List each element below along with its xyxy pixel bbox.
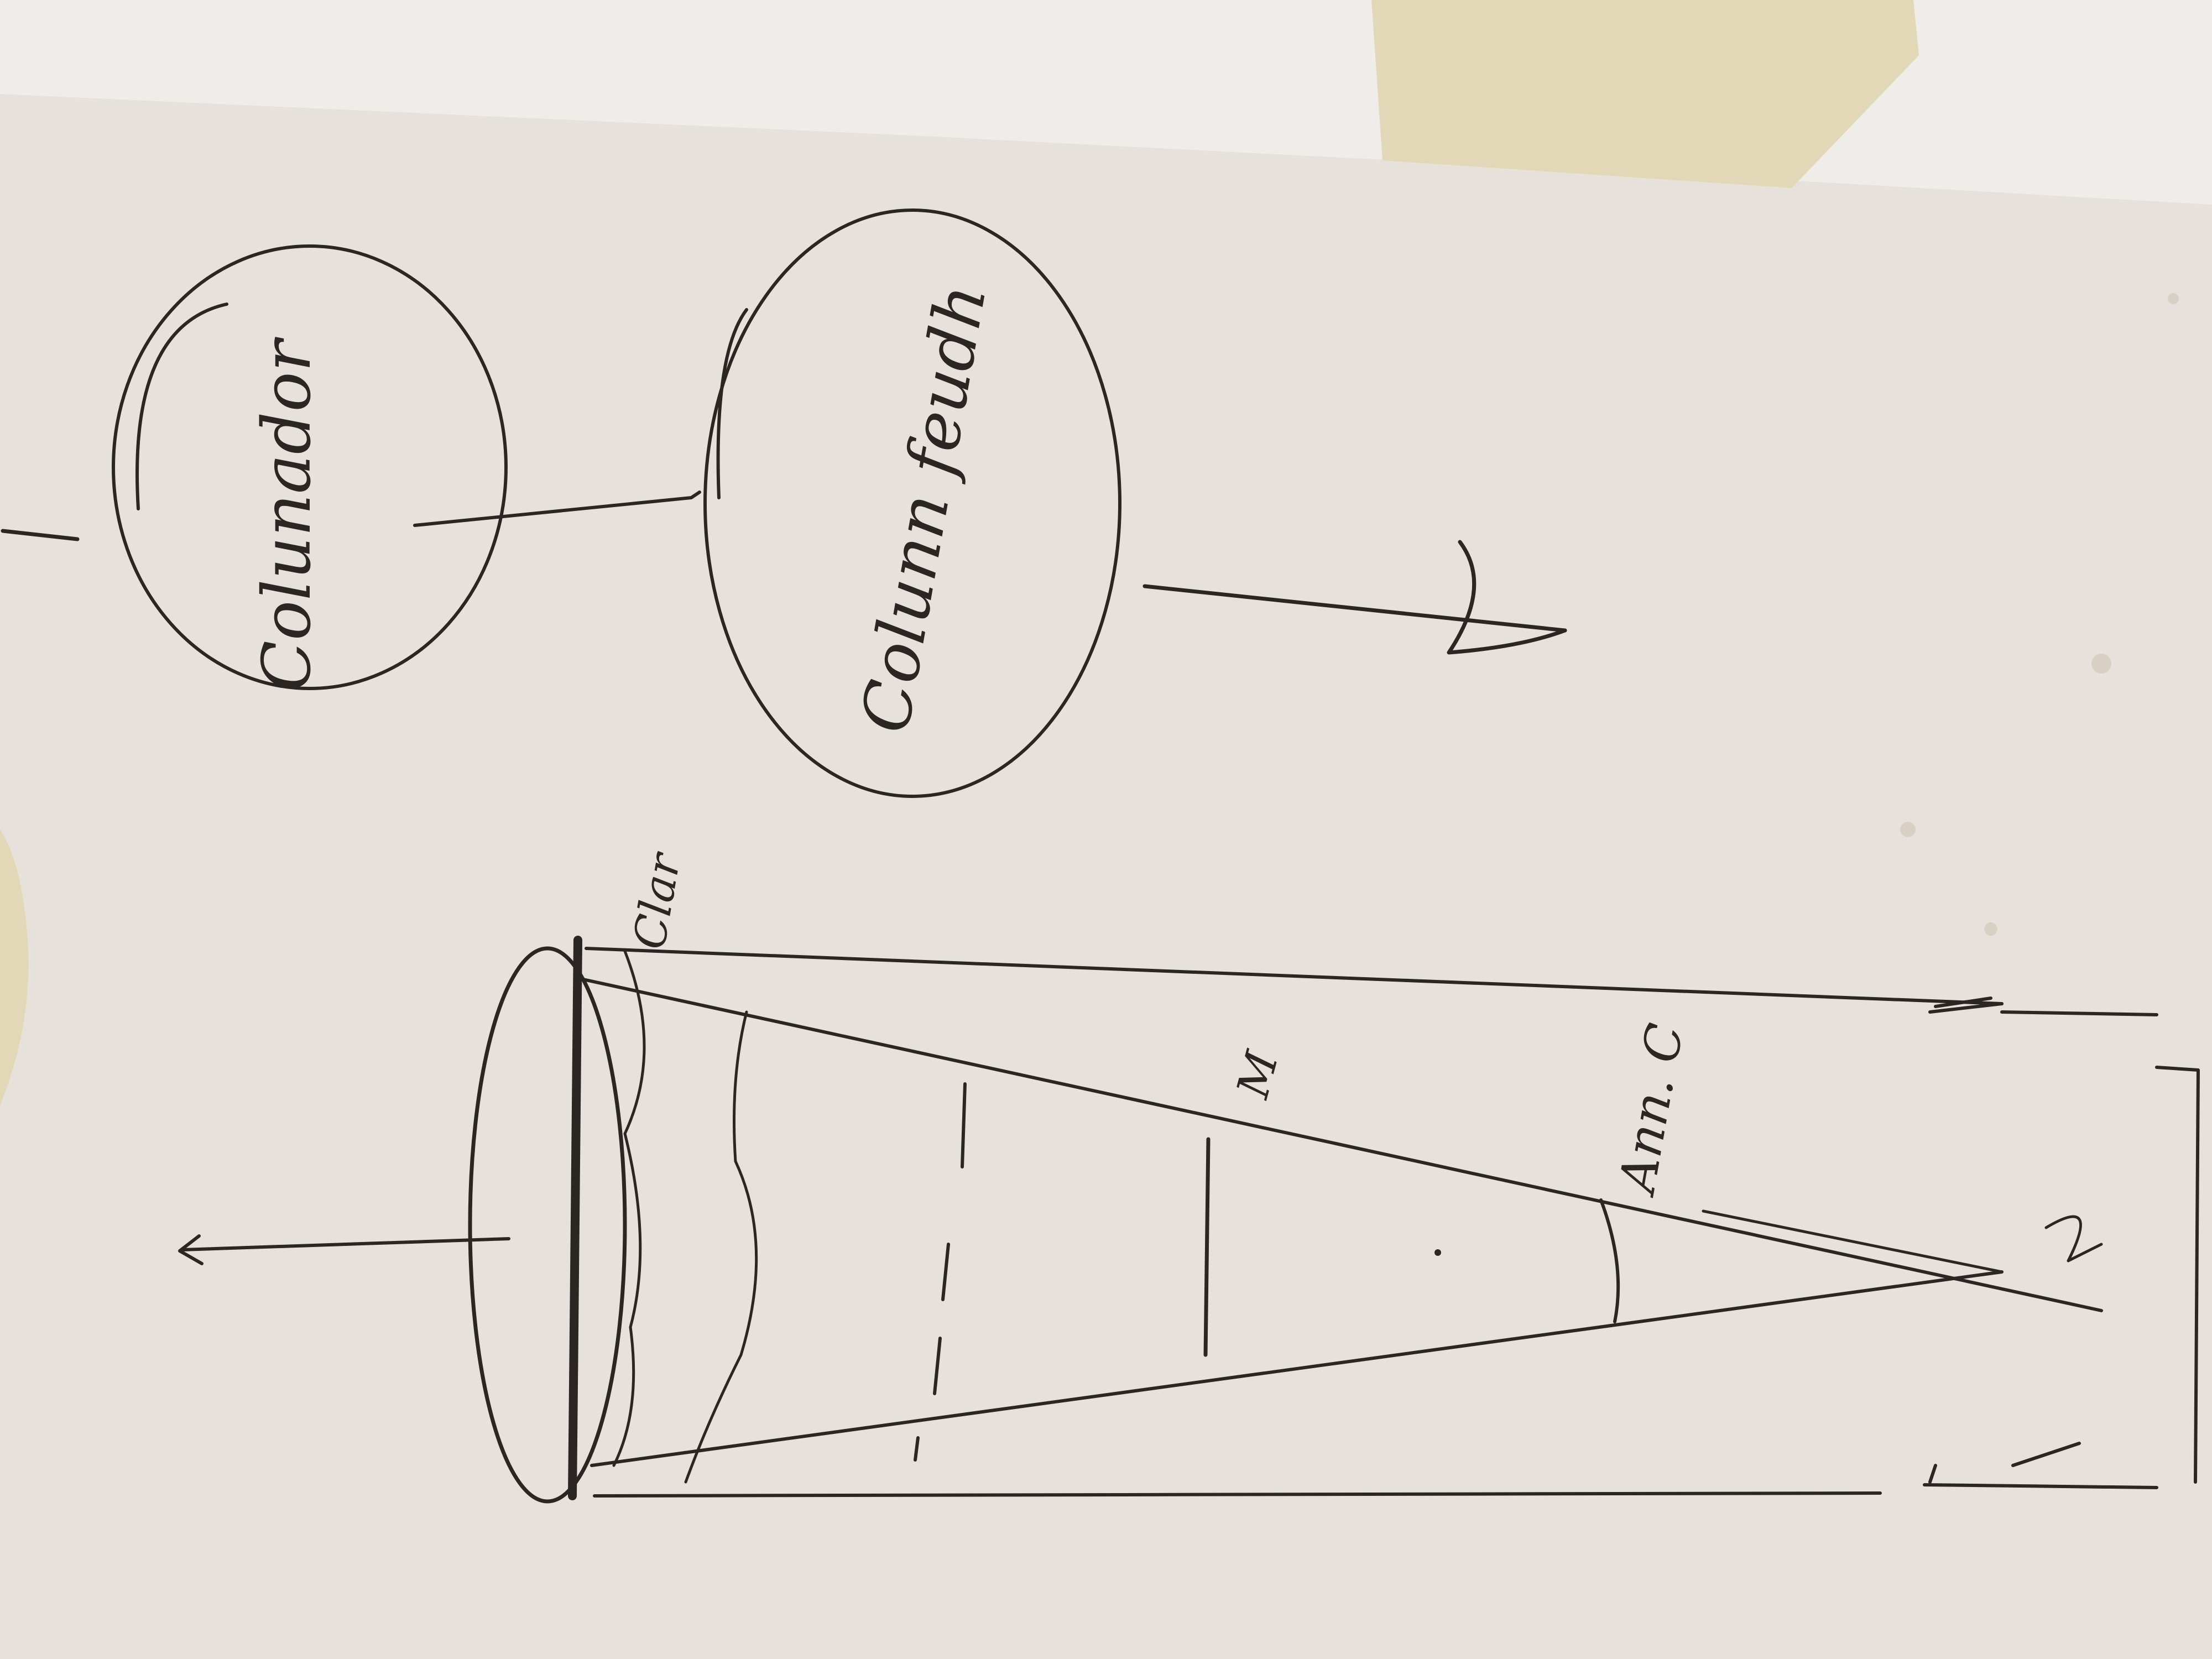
cone-base-ellipse (468, 946, 627, 1504)
converge-line-top (579, 977, 2103, 1312)
cone-diagram (178, 936, 2200, 1504)
circle-bottom (703, 208, 1121, 798)
margin-mark (1, 529, 80, 541)
arrow-right (1142, 540, 1567, 655)
tape-top (1371, 0, 1919, 188)
converge-line-bottom (590, 1270, 2004, 1467)
arrow-left (181, 1237, 510, 1251)
angle-arc (1599, 1198, 1620, 1323)
paper-sheet (0, 94, 2212, 1659)
wavy-line-2 (684, 1010, 758, 1484)
cone-base-edge (568, 936, 582, 1500)
circle-connector (413, 491, 701, 527)
circle-top-label: Colunador (249, 336, 326, 691)
outer-line-bottom (593, 1491, 1882, 1498)
tape-left (0, 830, 29, 1106)
outer-line-top (585, 947, 2004, 1005)
circle-top (112, 244, 508, 690)
wavy-line-1 (612, 950, 646, 1467)
paper-stains (1900, 293, 2179, 936)
